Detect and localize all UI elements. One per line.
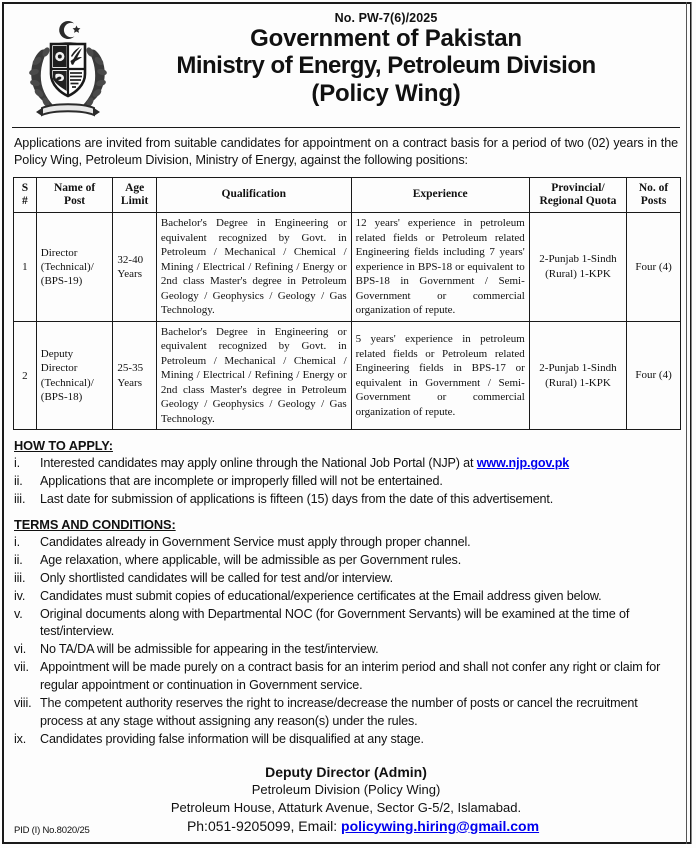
- cell-qualification: Bachelor's Degree in Engineering or equi…: [155, 212, 352, 322]
- cell-age-limit: 25-35 Years: [112, 320, 157, 431]
- cell-experience: 12 years' experience in petroleum relate…: [350, 212, 530, 322]
- item-marker: vii.: [14, 660, 29, 675]
- item-text: Candidates must submit copies of educati…: [40, 588, 602, 603]
- column-header-qualification: Qualification: [155, 176, 352, 214]
- list-item: ix. Candidates providing false informatio…: [14, 731, 680, 749]
- footer-division: Petroleum Division (Policy Wing): [251, 782, 441, 798]
- email-link[interactable]: policywing.hiring@gmail.com: [341, 817, 540, 834]
- list-item: vii. Appointment will be made purely on a…: [14, 659, 680, 695]
- age-header-line1: Age: [125, 181, 145, 194]
- posts-header-line1: No. of: [638, 181, 669, 194]
- intro-paragraph: Applications are invited from suitable c…: [14, 136, 678, 168]
- item-text: Interested candidates may apply online t…: [40, 456, 477, 471]
- item-marker: i.: [14, 535, 20, 550]
- list-item: i. Candidates already in Government Servi…: [14, 534, 680, 552]
- footer-signatory: Deputy Director (Admin): [265, 763, 427, 780]
- item-marker: ii.: [14, 474, 23, 489]
- item-marker: vi.: [14, 642, 27, 657]
- njp-portal-link[interactable]: www.njp.gov.pk: [476, 456, 570, 471]
- cell-quota: 2-Punjab 1-Sindh (Rural) 1-KPK: [528, 212, 628, 322]
- how-to-apply-heading: HOW TO APPLY:: [14, 438, 113, 454]
- cell-no-of-posts: Four (4): [626, 320, 681, 431]
- cell-no-of-posts: Four (4): [626, 212, 681, 322]
- cell-serial: 1: [13, 212, 37, 322]
- item-text: Last date for submission of applications…: [40, 492, 554, 507]
- posts-header-line2: Posts: [640, 194, 667, 207]
- list-item: iii. Last date for submission of applicat…: [14, 491, 680, 509]
- list-item: iii. Only shortlisted candidates will be …: [14, 570, 680, 588]
- cell-post-name: Director (Technical)/ (BPS-19): [35, 212, 114, 322]
- header-text-block: No. PW-7(6)/2025 Government of Pakistan …: [12, 7, 680, 107]
- column-header-experience: Experience: [350, 176, 530, 214]
- column-header-age-limit: Age Limit: [112, 176, 157, 214]
- column-header-no-of-posts: No. of Posts: [626, 176, 681, 214]
- list-item: ii. Applications that are incomplete or i…: [14, 473, 680, 491]
- quota-header-line1: Provincial/: [551, 181, 605, 194]
- post-header-line2: Post: [64, 194, 86, 207]
- serial-header-line2: #: [22, 194, 28, 207]
- how-to-apply-list: i. Interested candidates may apply online…: [14, 455, 680, 509]
- pakistan-state-emblem-icon: [20, 17, 116, 121]
- item-marker: viii.: [14, 695, 32, 710]
- cell-experience: 5 years' experience in petroleum related…: [350, 320, 530, 431]
- item-text: No TA/DA will be admissible for appearin…: [40, 642, 379, 657]
- table-row: 2 Deputy Director (Technical)/ (BPS-18) …: [13, 320, 681, 431]
- cell-post-name: Deputy Director (Technical)/ (BPS-18): [35, 320, 114, 431]
- column-header-serial: S #: [13, 176, 37, 214]
- post-header-line1: Name of: [54, 181, 96, 194]
- document-reference-number: No. PW-7(6)/2025: [334, 11, 438, 25]
- document-footer: Deputy Director (Admin) Petroleum Divisi…: [12, 763, 680, 837]
- positions-table-body: 1 Director (Technical)/ (BPS-19) 32-40 Y…: [13, 212, 681, 431]
- positions-table: S # Name of Post Age Limit Qualification…: [13, 176, 681, 431]
- org-line-wing: (Policy Wing): [311, 79, 461, 107]
- quota-header-line2: Regional Quota: [539, 194, 617, 207]
- item-text: Candidates already in Government Service…: [40, 535, 471, 550]
- item-text: Original documents along with Department…: [40, 606, 630, 639]
- terms-and-conditions-heading: TERMS AND CONDITIONS:: [14, 517, 176, 533]
- item-marker: ix.: [14, 731, 27, 746]
- terms-and-conditions-list: i. Candidates already in Government Servi…: [14, 534, 680, 749]
- org-line-ministry: Ministry of Energy, Petroleum Division: [176, 51, 596, 79]
- cell-quota: 2-Punjab 1-Sindh (Rural) 1-KPK: [528, 320, 628, 431]
- org-line-country: Government of Pakistan: [250, 25, 522, 52]
- age-header-line2: Limit: [120, 194, 149, 207]
- table-header-row: S # Name of Post Age Limit Qualification…: [13, 176, 681, 214]
- serial-header-line1: S: [21, 181, 29, 194]
- table-row: 1 Director (Technical)/ (BPS-19) 32-40 Y…: [13, 212, 681, 322]
- page-content: No. PW-7(6)/2025 Government of Pakistan …: [6, 3, 686, 836]
- pid-number: PID (I) No.8020/25: [14, 825, 90, 837]
- cell-age-limit: 32-40 Years: [112, 212, 157, 322]
- item-text: Applications that are incomplete or impr…: [40, 474, 443, 489]
- list-item: viii. The competent authority reserves th…: [14, 695, 680, 731]
- page-right-double-border: [686, 2, 692, 844]
- item-text: Appointment will be made purely on a con…: [40, 660, 661, 693]
- list-item: vi. No TA/DA will be admissible for appea…: [14, 641, 680, 659]
- column-header-quota: Provincial/ Regional Quota: [528, 176, 628, 214]
- item-marker: iii.: [14, 492, 26, 507]
- item-text: Candidates providing false information w…: [40, 731, 424, 746]
- footer-address: Petroleum House, Attaturk Avenue, Sector…: [170, 799, 522, 815]
- item-marker: iv.: [14, 588, 26, 603]
- item-marker: ii.: [14, 552, 23, 567]
- cell-serial: 2: [13, 320, 37, 431]
- item-marker: iii.: [14, 570, 26, 585]
- item-text: Age relaxation, where applicable, will b…: [40, 552, 462, 567]
- footer-contact-line: Ph:051-9205099, Email: policywing.hiring…: [12, 817, 680, 837]
- list-item: i. Interested candidates may apply online…: [14, 455, 680, 473]
- cell-qualification: Bachelor's Degree in Engineering or equi…: [155, 320, 352, 431]
- list-item: v. Original documents along with Departme…: [14, 606, 680, 642]
- item-text: The competent authority reserves the rig…: [40, 695, 638, 728]
- item-marker: v.: [14, 606, 23, 621]
- item-text: Only shortlisted candidates will be call…: [40, 570, 393, 585]
- column-header-post: Name of Post: [35, 176, 114, 214]
- item-marker: i.: [14, 456, 20, 471]
- list-item: ii. Age relaxation, where applicable, wil…: [14, 552, 680, 570]
- footer-phone-and-email-label: Ph:051-9205099, Email:: [186, 817, 338, 834]
- list-item: iv. Candidates must submit copies of educ…: [14, 588, 680, 606]
- document-header: No. PW-7(6)/2025 Government of Pakistan …: [12, 7, 680, 128]
